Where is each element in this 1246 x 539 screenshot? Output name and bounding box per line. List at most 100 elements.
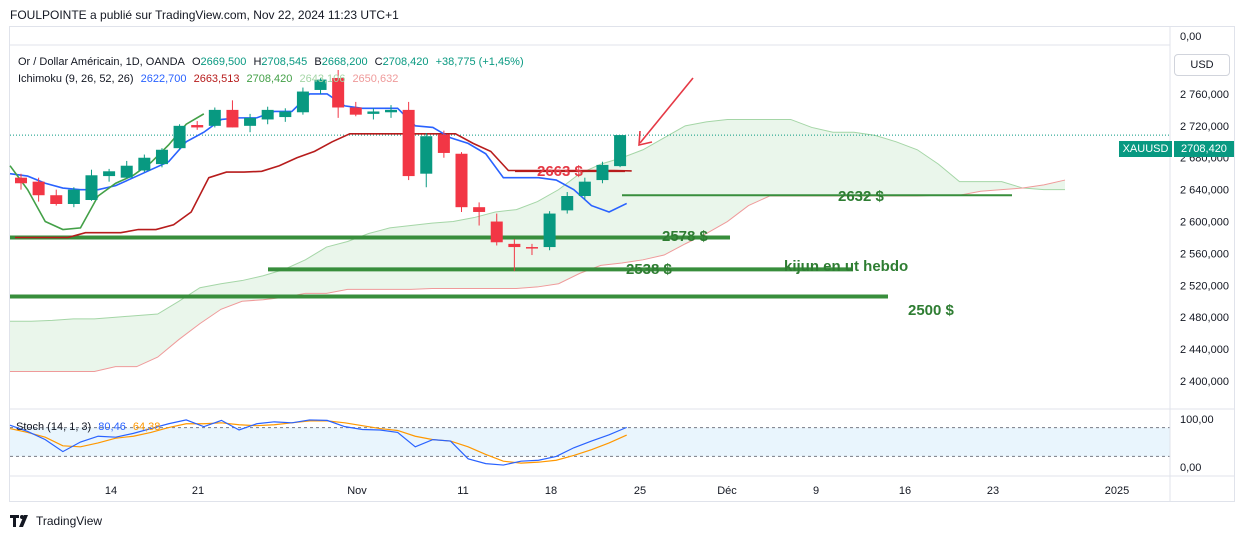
support-level-label: 2500 $ [908,302,955,319]
candle-body [420,136,433,174]
ichimoku-label: Ichimoku (9, 26, 52, 26) [18,73,134,85]
price-axis-label: 2 640,000 [1180,185,1229,197]
time-axis-label: 2025 [1105,485,1129,497]
legend-h-label: H [253,56,262,68]
support-level-label: 2632 $ [838,188,885,205]
red-arrow-icon [639,77,694,144]
candle-body [67,189,80,204]
candle-body [473,207,486,212]
legend-o-label: O [191,56,201,68]
ichimoku-tenkan-value: 2622,700 [140,73,187,85]
ichimoku-cloud [10,118,1066,372]
time-axis-label: 25 [634,485,646,497]
stoch-axis-label: 100,00 [1180,414,1214,426]
ichimoku-senkou-b-value: 2650,632 [352,73,399,85]
candle-body [173,125,186,149]
legend-change: +38,775 (+1,45%) [435,56,524,68]
time-axis-label: 21 [192,485,204,497]
price-axis-label: 2 400,000 [1180,376,1229,388]
stoch-legend: Stoch (14, 1, 3) 80,46 64,38 [16,421,164,433]
stoch-axis-label: 0,00 [1180,462,1201,474]
candle-body [103,171,116,177]
stochastic-panel: 100,00 0,00 [9,414,1214,474]
legend-title: Or / Dollar Américain, 1D, OANDA [18,56,185,68]
tradingview-brand[interactable]: TradingView [10,514,102,528]
price-axis-label: 2 720,000 [1180,121,1229,133]
candle-body [332,77,345,108]
candle-body [385,109,398,113]
brand-name: TradingView [36,514,103,528]
candle-body [32,181,45,196]
stoch-k-value: 80,46 [98,421,126,433]
time-axis-label: Déc [717,485,737,497]
legend-c-label: C [374,56,383,68]
candle-body [543,213,556,248]
candle-body [261,109,274,120]
support-levels: 2578 $ 2538 $ 2500 $ 2632 $ [10,134,1170,319]
support-level-label: 2578 $ [662,228,709,245]
candle-body [349,107,362,115]
price-axis-label: 2 480,000 [1180,312,1229,324]
time-axis-label: 14 [105,485,117,497]
candle-body [455,153,468,208]
candle-body [296,91,309,113]
kijun-value-annotation: 2663 $ [537,163,584,180]
cloud-fill [10,119,1065,372]
legend-o-value: 2669,500 [200,56,247,68]
candle-body [208,109,221,126]
candle-body [490,221,503,243]
ichimoku-legend: Ichimoku (9, 26, 52, 26) 2622,700 2663,5… [18,73,402,85]
last-price-tag: 2708,420 [1174,141,1234,157]
price-axis-label: 2 560,000 [1180,248,1229,260]
time-axis-label: 18 [545,485,557,497]
attribution-header: FOULPOINTE a publié sur TradingView.com,… [10,8,399,22]
stoch-d-value: 64,38 [132,421,161,433]
price-axis-label: 2 520,000 [1180,280,1229,292]
kijun-weekly-annotation: kijun en ut hebdo [784,258,908,275]
candle-body [508,243,521,248]
legend-b-label: B [314,56,322,68]
candle-body [614,135,627,167]
candle-body [578,181,591,197]
time-axis-label: 9 [813,485,819,497]
price-axis-label: 2 760,000 [1180,89,1229,101]
time-axis-label: 11 [457,485,468,497]
stoch-label: Stoch (14, 1, 3) [16,421,92,433]
price-axis-label: 2 440,000 [1180,344,1229,356]
ichimoku-kijun-value: 2663,513 [193,73,240,85]
candle-body [138,157,151,171]
candle-body [402,109,415,177]
candles [15,70,627,271]
price-axis-label: 2 600,000 [1180,217,1229,229]
symbol-legend: Or / Dollar Américain, 1D, OANDA O2669,5… [18,56,528,68]
legend-c-value: 2708,420 [382,56,429,68]
tradingview-logo-icon [10,515,28,527]
time-axis-label: 23 [987,485,999,497]
ichimoku-chikou-value: 2708,420 [246,73,293,85]
annotations: 2663 $ kijun en ut hebdo [537,77,908,275]
ichimoku-senkou-a-value: 2643,106 [299,73,346,85]
candle-body [244,117,257,126]
candle-body [226,109,239,128]
time-axis-label: Nov [347,485,367,497]
candle-body [191,125,204,128]
ichimoku-lines [9,93,632,239]
candle-body [279,111,292,118]
legend-b-value: 2668,200 [321,56,368,68]
candle-body [120,165,133,178]
support-level-label: 2538 $ [626,261,673,278]
candle-body [85,175,98,201]
candle-body [15,177,27,184]
stoch-d-line [9,420,627,464]
stoch-k-line [9,419,627,466]
candle-body [596,164,609,181]
time-axis-label: 16 [899,485,911,497]
chikou-line [9,113,205,231]
currency-button[interactable]: USD [1174,54,1230,76]
candle-body [314,79,327,90]
candle-body [50,195,63,204]
candle-body [525,247,538,249]
price-axis-label: 0,00 [1180,31,1201,43]
